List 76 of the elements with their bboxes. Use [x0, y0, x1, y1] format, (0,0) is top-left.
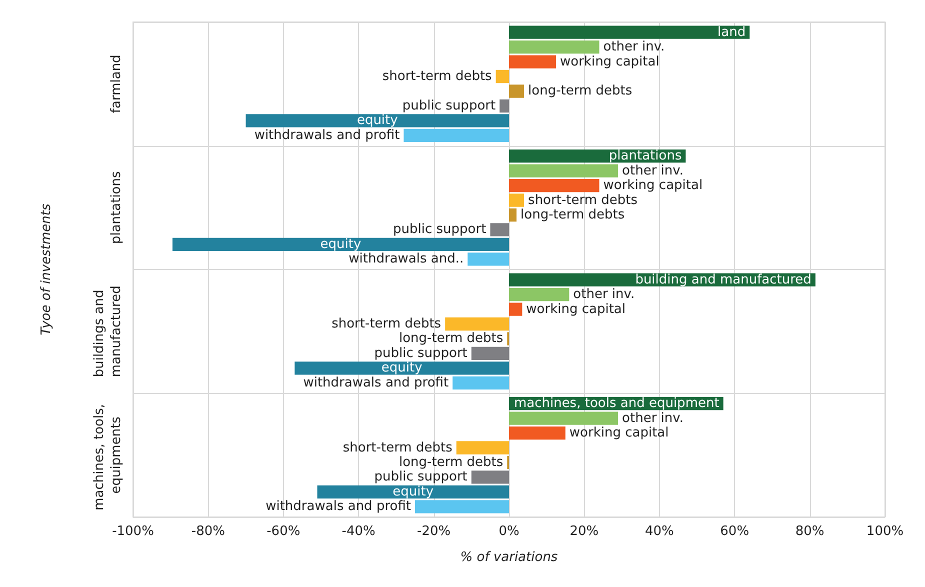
bar — [452, 376, 509, 390]
data-label: public support — [374, 470, 468, 485]
data-label: public support — [402, 98, 496, 114]
bar — [496, 70, 509, 84]
x-tick-label: -100% — [112, 524, 154, 539]
data-label: other inv. — [622, 410, 684, 426]
data-label: equity — [381, 360, 423, 376]
bar — [509, 55, 556, 68]
data-label: plantations — [608, 148, 682, 164]
data-label: building and manufactured — [635, 272, 812, 288]
bar — [509, 426, 566, 440]
data-label: working capital — [603, 178, 703, 194]
data-label: land — [718, 24, 746, 40]
x-tick-label: -40% — [342, 524, 376, 539]
bar — [317, 485, 509, 499]
bar — [509, 84, 524, 98]
data-label: long-term debts — [528, 84, 632, 99]
bar — [509, 208, 517, 222]
data-label: withdrawals and profit — [303, 375, 449, 390]
data-label: working capital — [569, 426, 669, 441]
y-tick-label: buildings and manufactured — [92, 286, 124, 378]
data-label: equity — [392, 484, 434, 500]
bar — [509, 40, 600, 54]
data-label: long-term debts — [398, 331, 504, 346]
data-label: equity — [356, 113, 398, 128]
y-axis-title: Tyoe of investments — [39, 204, 54, 336]
x-tick-label: 40% — [644, 524, 674, 539]
x-tick-label: -80% — [191, 524, 225, 539]
data-label: short-term debts — [332, 316, 442, 332]
data-label: public support — [374, 346, 468, 361]
bar — [509, 164, 618, 178]
data-label: short-term debts — [382, 69, 492, 84]
bar — [404, 128, 509, 142]
data-label: withdrawals and profit — [254, 128, 400, 143]
data-label: other inv. — [603, 40, 665, 55]
data-label: short-term debts — [528, 192, 638, 208]
x-tick-label: 100% — [866, 524, 904, 539]
bar — [509, 194, 524, 207]
bar — [294, 362, 509, 375]
bar — [490, 223, 509, 236]
bar — [509, 178, 600, 192]
bar — [509, 302, 522, 316]
x-tick-label: 20% — [570, 524, 599, 539]
data-label: long-term debts — [398, 454, 504, 470]
data-label: equity — [320, 236, 362, 252]
data-label: other inv. — [573, 287, 635, 302]
x-tick-label: 0% — [498, 524, 520, 539]
bar — [415, 500, 509, 514]
x-tick-label: -20% — [417, 524, 451, 539]
data-label: machines, tools and equipment — [514, 396, 720, 412]
data-label: working capital — [560, 54, 660, 70]
x-tick-label: 80% — [795, 524, 824, 539]
data-label: withdrawals and profit — [266, 499, 411, 514]
data-label: short-term debts — [342, 440, 453, 456]
data-label: public support — [393, 222, 486, 238]
bar — [471, 470, 509, 484]
data-label: other inv. — [622, 163, 684, 178]
bar — [471, 346, 509, 360]
x-axis-title: % of variations — [460, 550, 558, 565]
data-label: long-term debts — [520, 207, 625, 222]
y-tick-label: plantations — [109, 170, 124, 244]
bar — [500, 99, 509, 113]
y-tick-label: farmland — [109, 54, 124, 114]
data-label: withdrawals and.. — [348, 252, 464, 267]
bar — [509, 26, 750, 39]
x-tick-label: 60% — [720, 524, 750, 539]
bar — [456, 441, 509, 454]
x-tick-label: -60% — [266, 524, 300, 539]
bar — [468, 252, 509, 266]
bar — [246, 114, 509, 128]
bar — [509, 412, 618, 425]
data-label: working capital — [526, 302, 626, 317]
bar — [509, 288, 570, 302]
y-tick-label: machines, tools, equipments — [92, 400, 124, 510]
bar — [445, 317, 509, 331]
bar — [172, 238, 509, 252]
